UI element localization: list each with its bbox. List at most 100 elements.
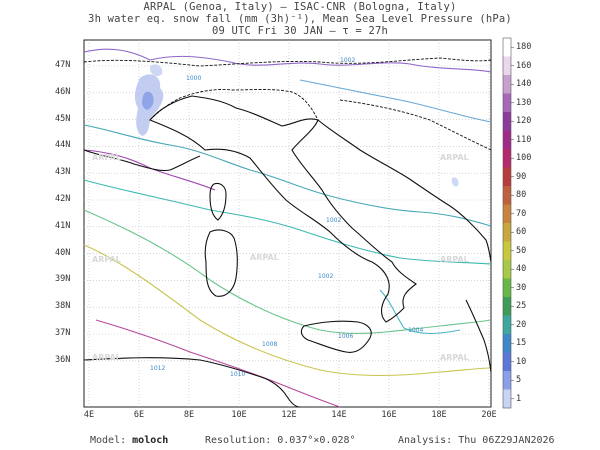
colorbar-label: 30 [516, 282, 527, 293]
footer-model-name: moloch [132, 435, 169, 446]
footer-model-label: Model: [90, 435, 127, 446]
header-line-1: ARPAL (Genoa, Italy) — ISAC-CNR (Bologna… [143, 1, 457, 13]
coastline-france [83, 149, 201, 172]
lat-lon-grid [84, 40, 491, 407]
watermark: ARPAL [250, 253, 279, 262]
lat-label: 40N [55, 247, 71, 258]
colorbar-segment [503, 241, 511, 261]
lon-label: 14E [331, 410, 347, 420]
colorbar-label: 100 [516, 153, 532, 164]
snowfall-alps-north [150, 64, 163, 77]
colorbar-segment [503, 112, 511, 131]
colorbar-segment [503, 315, 511, 335]
lat-label: 38N [55, 301, 71, 312]
colorbar-label: 5 [516, 375, 522, 386]
isobars [83, 48, 492, 408]
coastline-sicily [300, 320, 372, 353]
watermark: ARPAL [92, 255, 121, 264]
isobar-yellow-1 [83, 244, 492, 377]
coastline-sardinia [204, 229, 238, 297]
colorbar-segment [503, 186, 511, 205]
isobar-magenta-1 [95, 319, 341, 408]
colorbar-label: 15 [516, 338, 527, 349]
lat-label: 36N [55, 354, 71, 365]
isobar-label: 1000 [186, 75, 201, 82]
footer-analysis: Analysis: Thu 06Z29JAN2026 [398, 435, 555, 446]
colorbar-segment [503, 389, 511, 409]
colorbar-segment [503, 56, 511, 76]
coastline-greece [465, 299, 492, 373]
snowfall-balkans [451, 177, 459, 187]
coastlines [83, 95, 492, 408]
isobar-label: 1012 [150, 365, 165, 372]
watermark-group: ARPAL ARPAL ARPAL ARPAL ARPAL ARPAL ARPA… [92, 153, 469, 362]
colorbar-segment [503, 371, 511, 390]
colorbar-label: 130 [516, 97, 532, 108]
colorbar-segment [503, 297, 511, 316]
footer-analysis-value: Thu 06Z29JAN2026 [458, 435, 555, 446]
lat-label: 39N [55, 274, 71, 285]
colorbar-label: 180 [516, 42, 532, 53]
lon-label: 8E [183, 410, 195, 420]
watermark: ARPAL [440, 153, 469, 162]
isobar-cyan-coast [379, 289, 461, 335]
country-borders [83, 57, 492, 151]
colorbar-segment [503, 130, 511, 150]
lat-label: 46N [55, 86, 71, 97]
lat-label: 44N [55, 140, 71, 151]
lat-label: 43N [55, 167, 71, 178]
footer-analysis-label: Analysis: [398, 435, 453, 446]
coastline-balkans [317, 119, 492, 263]
watermark: ARPAL [92, 153, 121, 162]
colorbar-segment [503, 352, 511, 372]
colorbar-label: 140 [516, 79, 532, 90]
colorbar-segment [503, 38, 511, 57]
colorbar-label: 1 [516, 393, 522, 404]
colorbar-segment [503, 204, 511, 224]
colorbar-label: 40 [516, 264, 527, 275]
colorbar-label: 70 [516, 208, 527, 219]
isobar-purple-1 [83, 48, 492, 73]
colorbar-label: 25 [516, 301, 527, 312]
colorbar-segment [503, 260, 511, 279]
isobar-label: 1004 [408, 327, 423, 334]
isobar-label: 1008 [262, 341, 277, 348]
watermark: ARPAL [440, 353, 469, 362]
isobar-label: 1010 [230, 371, 245, 378]
watermark: ARPAL [92, 353, 121, 362]
isobar-label-group: 1000 1002 1002 1002 1004 1006 1008 1010 … [150, 57, 423, 378]
isobar-teal-1 [83, 179, 492, 265]
lon-label: 16E [381, 410, 397, 420]
lat-label: 47N [55, 60, 71, 70]
lat-label: 42N [55, 194, 71, 204]
colorbar-segment [503, 149, 511, 168]
isobar-label: 1006 [338, 333, 353, 340]
colorbar-label: 20 [516, 319, 527, 330]
isobar-lightblue-1 [299, 79, 492, 123]
lon-label: 18E [431, 410, 447, 420]
colorbar-segment [503, 75, 511, 94]
colorbar-segment [503, 334, 511, 353]
lon-label: 4E [83, 410, 95, 420]
isobar-teal-2 [83, 124, 492, 227]
header-line-2: 3h water eq. snow fall (mm (3h)⁻¹), Mean… [88, 13, 512, 25]
colorbar-label: 110 [516, 134, 532, 145]
border-central-europe [83, 57, 492, 67]
colorbar-label: 60 [516, 227, 527, 238]
colorbar-segment [503, 278, 511, 298]
border-balkans-inland [339, 99, 492, 151]
footer-model: Model: moloch [90, 435, 168, 446]
lon-label: 6E [133, 410, 145, 420]
coastline-corsica [209, 182, 227, 221]
snowfall-shading [134, 64, 459, 187]
colorbar-segment [503, 93, 511, 113]
colorbar-segment [503, 167, 511, 187]
footer-resolution-label: Resolution: [205, 435, 272, 446]
footer-resolution-value: 0.037°×0.028° [277, 435, 356, 446]
colorbar-segment [503, 223, 511, 242]
colorbar-label: 90 [516, 171, 527, 182]
footer-resolution: Resolution: 0.037°×0.028° [205, 435, 356, 446]
isobar-label: 1002 [318, 273, 333, 280]
border-alpine [149, 89, 319, 121]
